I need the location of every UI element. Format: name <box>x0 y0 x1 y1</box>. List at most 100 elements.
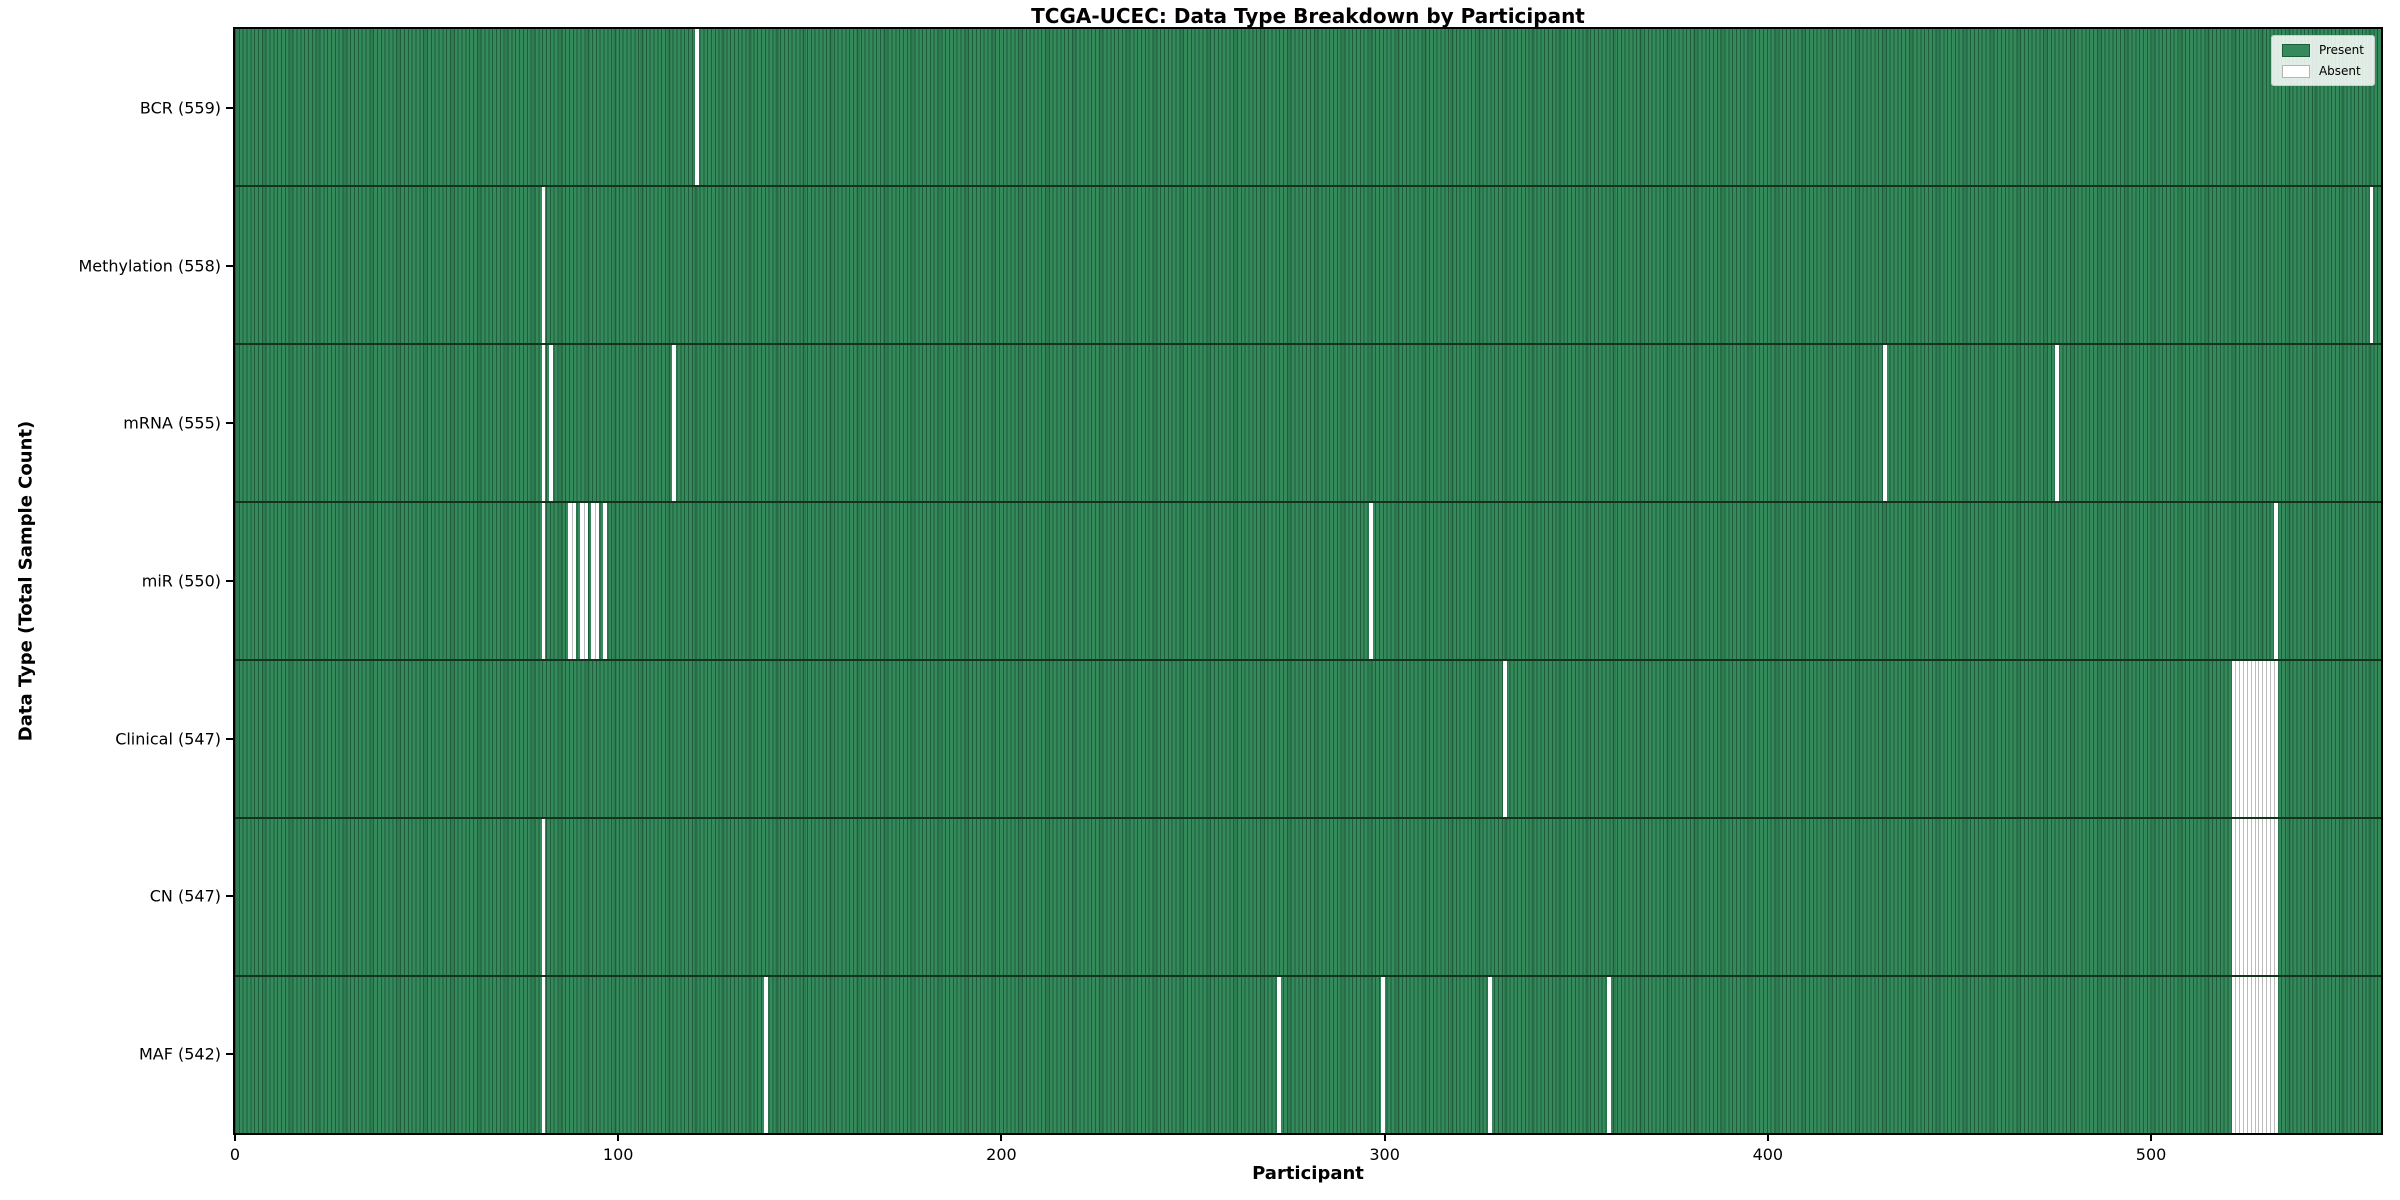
absent-bar <box>2243 661 2247 817</box>
absent-bar <box>2254 661 2259 817</box>
absent-bar <box>591 503 596 659</box>
absent-bar <box>2246 661 2251 817</box>
x-tick-label: 0 <box>229 1145 241 1164</box>
absent-bar <box>2269 819 2274 975</box>
absent-bar <box>541 345 546 501</box>
absent-bar <box>1380 977 1385 1133</box>
absent-bar <box>2235 661 2240 817</box>
legend-label-absent: Absent <box>2318 64 2361 78</box>
absent-bar <box>2266 977 2270 1133</box>
absent-bar <box>568 503 573 659</box>
x-tick-mark <box>1766 1133 1769 1141</box>
absent-bar <box>595 503 600 659</box>
absent-bar <box>2231 977 2236 1133</box>
row-bcr <box>235 29 2381 185</box>
absent-bar <box>541 819 546 975</box>
absent-swatch-icon <box>2281 64 2310 78</box>
absent-bar <box>2239 661 2244 817</box>
legend-label-present: Present <box>2318 43 2364 57</box>
absent-bar <box>2250 977 2255 1133</box>
absent-bar <box>541 503 546 659</box>
y-tick-label: mRNA (555) <box>123 413 221 433</box>
absent-bar <box>2269 661 2274 817</box>
absent-bar <box>2258 661 2263 817</box>
x-tick-mark <box>1383 1133 1386 1141</box>
absent-bar <box>2273 661 2278 817</box>
absent-bar <box>2235 819 2240 975</box>
legend-item-present: Present <box>2281 43 2364 57</box>
absent-bar <box>583 503 588 659</box>
y-tick-mark <box>226 106 233 109</box>
x-tick-label: 400 <box>1752 1145 1784 1164</box>
absent-bar <box>579 503 584 659</box>
absent-bar <box>2254 977 2259 1133</box>
absent-bar <box>541 187 546 343</box>
y-tick-mark <box>226 580 233 582</box>
absent-bar <box>2269 977 2274 1133</box>
absent-bar <box>2246 977 2251 1133</box>
row-clinical <box>235 659 2381 817</box>
row-methylation <box>235 185 2381 343</box>
chart-title: TCGA-UCEC: Data Type Breakdown by Partic… <box>1031 4 1585 28</box>
x-tick-label: 100 <box>602 1145 634 1164</box>
x-tick-mark <box>1000 1133 1003 1141</box>
absent-bar <box>2231 819 2236 975</box>
absent-bar <box>2258 977 2263 1133</box>
absent-bar <box>2262 661 2267 817</box>
absent-bar <box>1606 977 1611 1133</box>
absent-bar <box>2258 819 2263 975</box>
absent-bar <box>2369 187 2374 343</box>
x-tick-label: 500 <box>2135 1145 2167 1164</box>
absent-bar <box>2239 977 2244 1133</box>
present-swatch-icon <box>2281 43 2310 57</box>
absent-bar <box>1503 661 1508 817</box>
plot-area: BCR (559) Methylation (558) mRNA (555) miR … <box>78 27 2383 1164</box>
absent-bar <box>2262 977 2267 1133</box>
absent-bar <box>549 345 554 501</box>
absent-bar <box>2262 819 2267 975</box>
absent-bar <box>1882 345 1887 501</box>
absent-bar <box>671 345 676 501</box>
absent-bar <box>2273 819 2278 975</box>
y-tick-label: MAF (542) <box>138 1044 221 1064</box>
absent-bar <box>2250 661 2255 817</box>
row-mir <box>235 501 2381 659</box>
row-maf <box>235 975 2381 1133</box>
absent-bar <box>2273 503 2278 659</box>
absent-bar <box>2235 977 2240 1133</box>
absent-bar <box>694 29 699 185</box>
y-tick-mark <box>226 895 233 898</box>
y-tick-mark <box>226 264 233 267</box>
absent-bar <box>2231 661 2236 817</box>
absent-bar <box>2055 345 2060 501</box>
y-tick-label: CN (547) <box>149 886 221 906</box>
y-tick-mark <box>226 737 233 740</box>
y-tick-label: Clinical (547) <box>115 729 221 749</box>
x-tick-mark <box>617 1133 620 1141</box>
absent-bar <box>541 977 546 1133</box>
y-tick-mark <box>226 422 233 425</box>
row-cn <box>235 817 2381 975</box>
y-axis-label: Data Type (Total Sample Count) <box>15 420 37 742</box>
presence-matrix <box>235 29 2381 1133</box>
y-tick-label: miR (550) <box>141 571 221 591</box>
absent-bar <box>2243 977 2247 1133</box>
absent-bar <box>2246 819 2251 975</box>
absent-bar <box>2250 819 2255 975</box>
absent-bar <box>2254 819 2259 975</box>
legend: Present Absent <box>2270 35 2375 86</box>
legend-item-absent: Absent <box>2281 64 2364 78</box>
x-axis-label: Participant <box>1252 1163 1364 1184</box>
row-mrna <box>235 343 2381 501</box>
absent-bar <box>572 503 577 659</box>
y-tick-label: Methylation (558) <box>78 256 221 276</box>
x-tick-label: 200 <box>986 1145 1017 1164</box>
absent-bar <box>602 503 607 659</box>
y-tick-mark <box>226 1053 233 1056</box>
absent-bar <box>1369 503 1374 659</box>
absent-bar <box>2266 819 2270 975</box>
absent-bar <box>1488 977 1492 1133</box>
x-tick-label: 300 <box>1369 1145 1400 1164</box>
absent-bar <box>2266 661 2270 817</box>
